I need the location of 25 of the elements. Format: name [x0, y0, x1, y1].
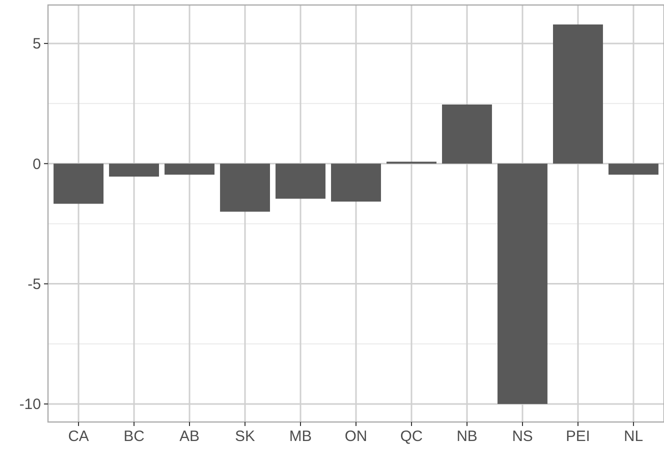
x-tick-label: AB [180, 428, 200, 445]
bar [608, 164, 658, 175]
bar [442, 104, 492, 164]
bar [553, 24, 603, 164]
bar [498, 164, 548, 404]
bar [276, 164, 326, 199]
y-tick-label: -10 [19, 396, 41, 414]
bar [220, 164, 270, 212]
bar [331, 164, 381, 202]
bar [164, 164, 214, 175]
x-tick-label: QC [400, 428, 423, 445]
x-tick-label: ON [344, 428, 368, 445]
x-tick-label: NB [456, 428, 478, 445]
x-tick-label: MB [289, 428, 312, 445]
x-tick-label: PEI [566, 428, 590, 445]
x-tick-label: NL [624, 428, 644, 445]
y-tick-label: 5 [32, 36, 41, 53]
bar [109, 164, 159, 177]
bar [54, 164, 104, 204]
x-tick-label: CA [68, 428, 89, 445]
y-tick-label: -5 [28, 276, 41, 294]
x-tick-label: BC [124, 428, 145, 445]
x-tick-label: NS [512, 428, 533, 445]
x-tick-label: SK [235, 428, 256, 445]
y-tick-label: 0 [32, 156, 41, 173]
